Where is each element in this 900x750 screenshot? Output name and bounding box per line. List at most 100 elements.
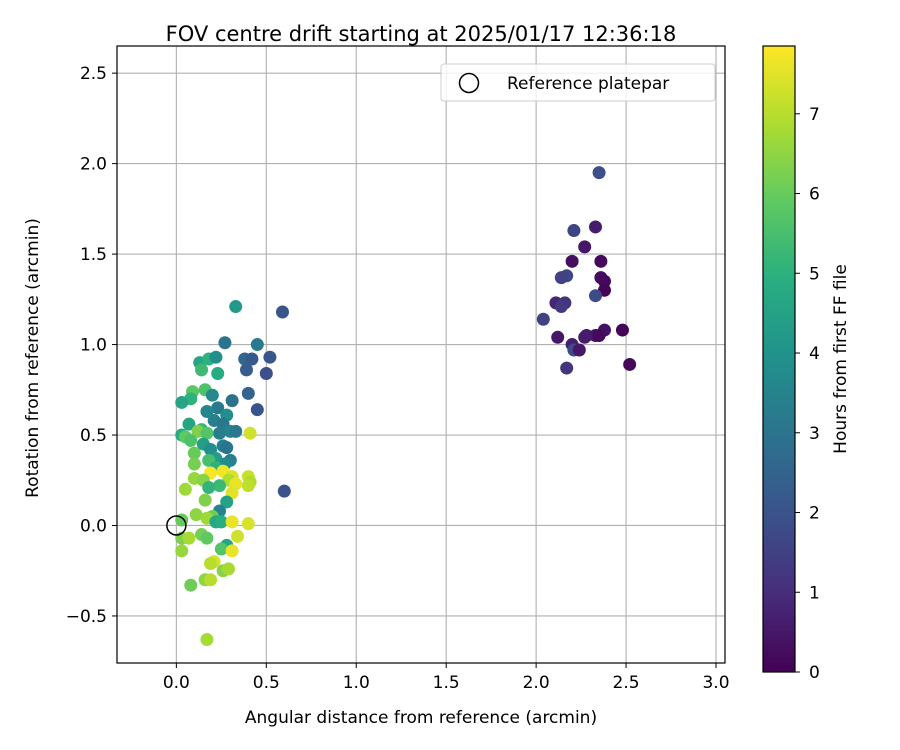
data-point (592, 329, 606, 343)
data-point (200, 632, 214, 646)
data-point (200, 531, 214, 545)
data-point (560, 361, 574, 375)
data-point (214, 515, 228, 529)
colorbar-tick-label: 4 (809, 344, 820, 364)
data-point (205, 388, 219, 402)
data-point (175, 395, 189, 409)
data-point (567, 224, 581, 238)
legend-marker-reference (458, 72, 480, 94)
data-point (554, 300, 568, 314)
colorbar-tick-label: 3 (809, 424, 820, 444)
data-point (220, 495, 234, 509)
chart-title: FOV centre drift starting at 2025/01/17 … (166, 22, 677, 46)
legend: Reference platepar (440, 63, 716, 102)
colorbar-tick-label: 5 (809, 264, 820, 284)
x-tick-label: 2.0 (523, 673, 550, 693)
colorbar-gradient (762, 45, 796, 673)
data-point (214, 542, 228, 556)
y-axis: −0.5 0.0 0.5 1.0 1.5 2.0 2.5 (66, 64, 117, 627)
x-tick-label: 2.5 (613, 673, 640, 693)
colorbar-tick-label: 6 (809, 185, 820, 205)
reference-platepar-marker (166, 515, 187, 536)
data-point (250, 403, 264, 417)
data-point (241, 386, 255, 400)
data-point (275, 305, 289, 319)
data-point (195, 363, 209, 377)
data-point (209, 350, 223, 364)
data-point (202, 480, 216, 494)
data-point (187, 457, 201, 471)
data-point (222, 562, 236, 576)
data-point (615, 323, 629, 337)
data-point (578, 330, 592, 344)
data-point (536, 312, 550, 326)
colorbar-tick-label: 1 (809, 583, 820, 603)
data-point (218, 336, 232, 350)
data-point (259, 366, 273, 380)
data-point (231, 529, 245, 543)
data-point (241, 517, 255, 531)
data-point (178, 482, 192, 496)
colorbar-label: Hours from first FF file (831, 264, 851, 454)
y-tick-label: 2.0 (80, 155, 107, 175)
legend-entry-reference: Reference platepar (507, 74, 669, 94)
colorbar-ticks: 0 1 2 3 4 5 6 7 (795, 105, 820, 683)
y-tick-label: 0.5 (80, 426, 107, 446)
data-point (182, 417, 196, 431)
x-axis: 0.0 0.5 1.0 1.5 2.0 2.5 3.0 (163, 663, 730, 693)
y-axis-label: Rotation from reference (arcmin) (23, 218, 43, 498)
data-point (200, 426, 214, 440)
data-point (588, 289, 602, 303)
data-point (554, 271, 568, 285)
data-point (623, 357, 637, 371)
data-point (229, 300, 243, 314)
data-point (184, 578, 198, 592)
data-point (225, 515, 239, 529)
data-point (182, 531, 196, 545)
y-tick-label: 2.5 (80, 64, 107, 84)
data-point (240, 363, 254, 377)
data-point (204, 573, 218, 587)
data-point (243, 426, 257, 440)
data-point (225, 544, 239, 558)
x-tick-label: 0.0 (163, 673, 190, 693)
data-point (263, 350, 277, 364)
data-point (594, 254, 608, 268)
legend-box (440, 63, 716, 102)
data-point (225, 394, 239, 408)
reference-circle (166, 515, 187, 536)
colorbar-tick-label: 7 (809, 105, 820, 125)
y-tick-label: 1.0 (80, 336, 107, 356)
data-point (184, 433, 198, 447)
y-tick-label: 0.0 (80, 516, 107, 536)
colorbar-tick-label: 2 (809, 504, 820, 524)
data-point (211, 366, 225, 380)
x-axis-label: Angular distance from reference (arcmin) (245, 708, 597, 728)
data-point (187, 446, 201, 460)
data-point (277, 484, 291, 498)
data-point (175, 544, 189, 558)
data-point (213, 426, 227, 440)
data-point (211, 401, 225, 415)
x-tick-label: 1.0 (343, 673, 370, 693)
data-points (175, 166, 637, 646)
data-point (597, 274, 611, 288)
data-point (551, 330, 565, 344)
data-point (588, 220, 602, 234)
colorbar-tick-label: 0 (809, 663, 820, 683)
y-tick-label: 1.5 (80, 245, 107, 265)
data-point (565, 254, 579, 268)
data-point (213, 479, 227, 493)
x-tick-label: 0.5 (253, 673, 280, 693)
data-point (200, 404, 214, 418)
data-point (229, 424, 243, 438)
x-tick-label: 3.0 (702, 673, 729, 693)
data-point (204, 556, 218, 570)
data-point (220, 441, 234, 455)
y-tick-label: −0.5 (66, 607, 107, 627)
data-point (198, 493, 212, 507)
data-point (241, 479, 255, 493)
data-point (572, 343, 586, 357)
colorbar: 0 1 2 3 4 5 6 7 Hours from first FF file (762, 45, 851, 683)
data-point (578, 240, 592, 254)
